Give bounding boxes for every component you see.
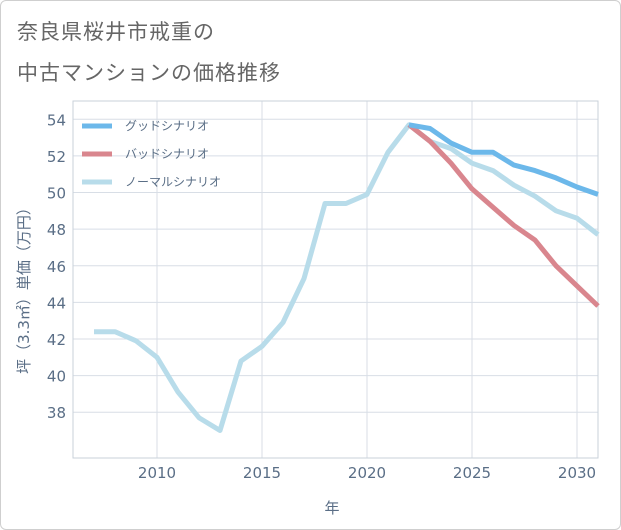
y-tick-label: 54 (47, 111, 66, 129)
y-tick-label: 44 (47, 294, 66, 312)
x-tick-label: 2010 (138, 464, 176, 482)
y-tick-label: 50 (47, 185, 66, 203)
y-tick-label: 46 (47, 258, 66, 276)
y-tick-label: 52 (47, 148, 66, 166)
y-tick-label: 40 (47, 368, 66, 386)
y-tick-label: 38 (47, 404, 66, 422)
legend-label: バッドシナリオ (125, 147, 209, 161)
series-line-2 (94, 122, 600, 433)
tick-labels: 38 40 42 44 46 48 50 52 54 2010 2015 2020 2025 2030 (47, 111, 596, 482)
x-tick-label: 2020 (348, 464, 386, 482)
y-axis-label: 坪（3.3㎡）単価（万円） (15, 200, 33, 374)
x-tick-label: 2025 (453, 464, 491, 482)
axes (72, 100, 599, 459)
x-tick-label: 2030 (558, 464, 596, 482)
legend-label: ノーマルシナリオ (125, 175, 221, 189)
grid-lines (73, 101, 598, 458)
series-line-0 (408, 122, 599, 197)
y-tick-label: 48 (47, 221, 66, 239)
x-axis-label: 年 (324, 499, 339, 517)
series-line-1 (407, 122, 600, 308)
series-layer (94, 122, 600, 433)
y-tick-label: 42 (47, 331, 66, 349)
legend-label: グッドシナリオ (125, 119, 209, 133)
plot-area-frame (72, 100, 599, 459)
chart-title-line2: 中古マンションの価格推移 (17, 61, 281, 85)
chart-title-line1: 奈良県桜井市戒重の (17, 20, 215, 44)
x-tick-label: 2015 (243, 464, 281, 482)
